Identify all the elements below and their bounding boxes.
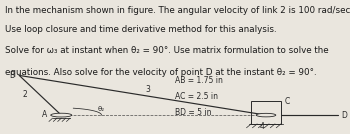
Text: equations. Also solve for the velocity of point D at the instant θ₂ = 90°.: equations. Also solve for the velocity o… <box>5 68 316 77</box>
Text: 3: 3 <box>146 85 150 94</box>
Text: 2: 2 <box>22 90 27 99</box>
Text: Use loop closure and time derivative method for this analysis.: Use loop closure and time derivative met… <box>5 25 276 34</box>
Text: B: B <box>9 71 14 80</box>
Text: C: C <box>284 97 290 106</box>
Text: A: A <box>42 110 47 119</box>
Text: BD = 5 in: BD = 5 in <box>175 108 211 117</box>
Text: Solve for ω₃ at instant when θ₂ = 90°. Use matrix formulation to solve the: Solve for ω₃ at instant when θ₂ = 90°. U… <box>5 46 328 55</box>
Text: In the mechanism shown in figure. The angular velocity of link 2 is 100 rad/sec.: In the mechanism shown in figure. The an… <box>5 6 350 15</box>
Text: 4: 4 <box>260 122 265 131</box>
Text: D: D <box>341 111 347 120</box>
Circle shape <box>51 113 72 117</box>
Circle shape <box>256 113 276 117</box>
Text: AC = 2.5 in: AC = 2.5 in <box>175 92 218 101</box>
Bar <box>251 101 281 124</box>
Text: AB = 1.75 in: AB = 1.75 in <box>175 76 223 85</box>
Text: θ₂: θ₂ <box>98 106 105 112</box>
